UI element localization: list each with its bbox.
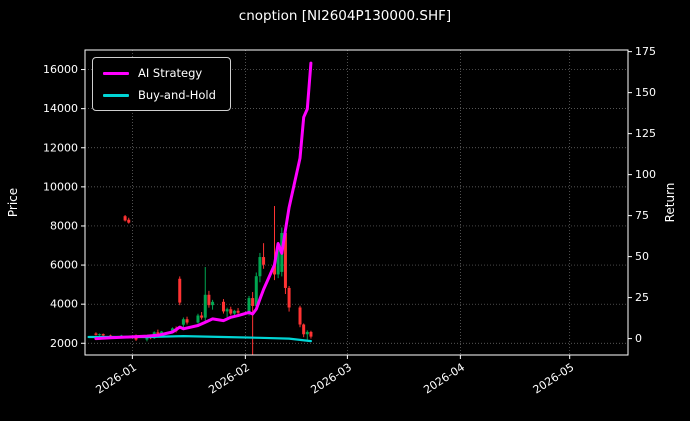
- price-tick-label: 12000: [43, 141, 78, 154]
- legend-label-buy-and-hold: Buy-and-Hold: [138, 88, 216, 102]
- return-tick-label: 125: [635, 127, 656, 140]
- chart-title: cnoption [NI2604P130000.SHF]: [238, 8, 452, 24]
- price-tick-label: 16000: [43, 63, 78, 76]
- x-tick-label: 2026-01: [93, 361, 139, 397]
- x-tick-label: 2026-02: [206, 361, 252, 397]
- return-tick-label: 75: [635, 209, 649, 222]
- price-tick-label: 2000: [50, 337, 78, 350]
- plot-border: [84, 49, 629, 356]
- right-axis-label: Return: [663, 183, 677, 223]
- return-tick-label: 0: [635, 332, 642, 345]
- return-tick-label: 175: [635, 45, 656, 58]
- ai-strategy-line-swatch: [103, 71, 129, 75]
- chart-legend: AI Strategy Buy-and-Hold: [92, 57, 231, 111]
- x-tick-label: 2026-04: [421, 361, 467, 397]
- x-tick-label: 2026-05: [531, 361, 577, 397]
- price-tick-label: 14000: [43, 102, 78, 115]
- legend-label-ai-strategy: AI Strategy: [138, 66, 203, 80]
- legend-item-ai-strategy: AI Strategy: [103, 66, 216, 80]
- return-tick-label: 50: [635, 250, 649, 263]
- legend-item-buy-and-hold: Buy-and-Hold: [103, 88, 216, 102]
- left-axis-label: Price: [6, 188, 20, 217]
- candlesticks: [94, 78, 313, 355]
- return-tick-label: 100: [635, 168, 656, 181]
- price-tick-label: 6000: [50, 259, 78, 272]
- price-tick-label: 4000: [50, 298, 78, 311]
- return-tick-label: 25: [635, 291, 649, 304]
- x-tick-label: 2026-03: [308, 361, 354, 397]
- price-tick-label: 10000: [43, 180, 78, 193]
- price-tick-label: 8000: [50, 219, 78, 232]
- return-tick-label: 150: [635, 86, 656, 99]
- strategy-line: [94, 61, 313, 341]
- buy-and-hold-line-swatch: [103, 93, 129, 97]
